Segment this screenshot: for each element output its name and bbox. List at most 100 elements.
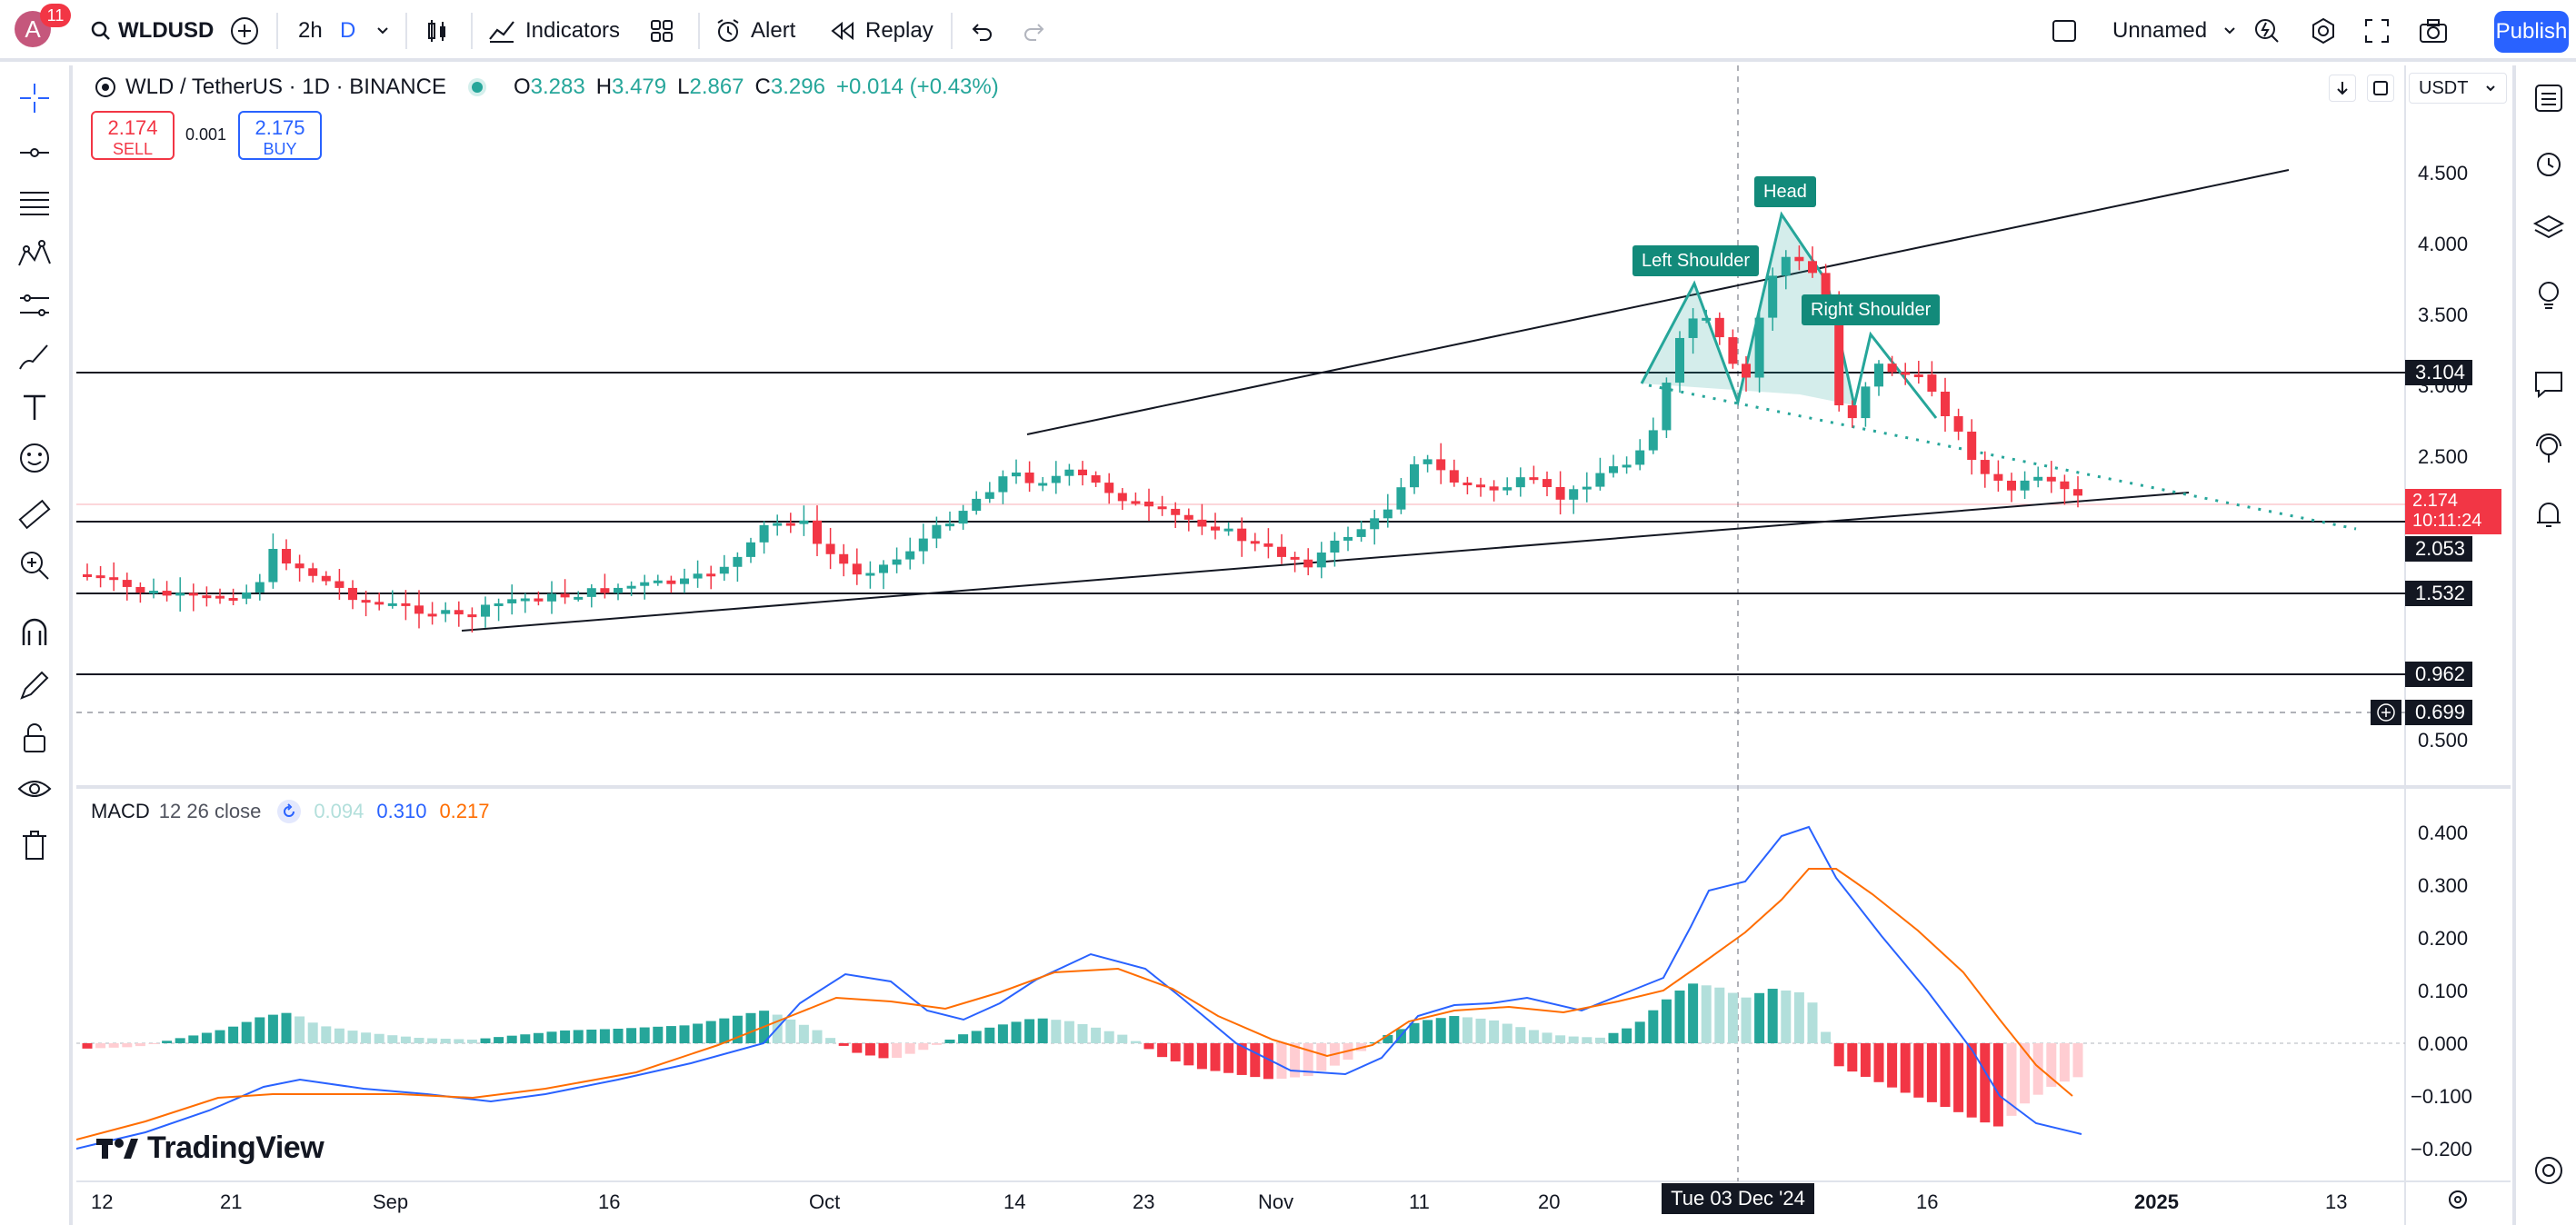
candle-body [149, 591, 158, 594]
undo-button[interactable] [969, 0, 994, 62]
help-button[interactable] [2527, 1149, 2571, 1192]
bell-icon [2537, 503, 2561, 527]
macd-histogram-bar [427, 1038, 438, 1043]
publish-label: Publish [2495, 19, 2568, 44]
head-label[interactable]: Head [1754, 176, 1816, 207]
alerts-panel-button[interactable] [2527, 142, 2571, 185]
interval-dropdown[interactable] [374, 0, 391, 62]
layers-icon [2532, 214, 2565, 239]
hs-pattern-line[interactable] [1640, 211, 1938, 419]
macd-histogram-bar [984, 1027, 995, 1043]
crosshair-tool[interactable] [13, 76, 56, 120]
snapshot-button[interactable] [2418, 0, 2449, 62]
macd-histogram-bar [148, 1043, 159, 1044]
symbol-title[interactable]: WLD / TetherUS · 1D · BINANCE [125, 75, 446, 99]
interval-d-button[interactable]: D [340, 0, 355, 62]
settings-button[interactable] [2309, 0, 2338, 62]
publish-button[interactable]: Publish [2494, 11, 2569, 53]
icon-tool[interactable] [13, 436, 56, 480]
right-shoulder-label[interactable]: Right Shoulder [1802, 294, 1941, 325]
alert-button[interactable]: Alert [714, 0, 795, 62]
macd-histogram-bar [1196, 1043, 1207, 1070]
level-price-tag[interactable]: 2.053 [2405, 536, 2472, 562]
candle-body [2060, 481, 2070, 490]
notifications-button[interactable] [2527, 493, 2571, 536]
time-axis-label: 21 [220, 1190, 243, 1213]
level-price-tag[interactable]: 0.962 [2405, 662, 2472, 687]
candle-body [1913, 374, 1923, 378]
candle-body [865, 573, 875, 576]
left-shoulder-label[interactable]: Left Shoulder [1632, 245, 1759, 276]
remove-drawings-tool[interactable] [13, 823, 56, 867]
expand-icon [2373, 81, 2388, 95]
measure-tool[interactable] [13, 493, 56, 536]
time-axis-settings-button[interactable] [2445, 1187, 2471, 1212]
symbol-search[interactable]: WLDUSD [89, 0, 214, 62]
macd-histogram-bar [918, 1043, 929, 1051]
macd-histogram-bar [122, 1043, 133, 1048]
candle-body [95, 575, 105, 579]
candle-body [348, 587, 357, 601]
chart-type-button[interactable] [424, 0, 451, 62]
zoom-tool[interactable] [13, 543, 56, 587]
drawing-toolbar [0, 65, 73, 1225]
layout-selector[interactable]: Unnamed [2051, 0, 2238, 62]
stay-drawing-tool[interactable] [13, 663, 56, 707]
time-axis-label: 16 [1916, 1190, 1939, 1213]
time-axis[interactable]: 12 21 Sep 16 Oct 14 23 Nov 11 20 16 2025… [76, 1183, 2405, 1225]
redo-button[interactable] [1022, 0, 1047, 62]
indicators-button[interactable]: Indicators [487, 0, 620, 62]
candle-body [1423, 459, 1433, 464]
fib-tool[interactable] [13, 182, 56, 225]
chats-button[interactable] [2527, 362, 2571, 405]
macd-histogram-bar [719, 1018, 730, 1043]
sell-button[interactable]: 2.174 SELL [91, 111, 175, 160]
templates-button[interactable] [649, 0, 674, 62]
macd-histogram-bar [931, 1043, 942, 1045]
candle-body [1993, 473, 2003, 481]
candle-body [387, 603, 397, 606]
object-tree-button[interactable] [2527, 207, 2571, 251]
macd-histogram-bar [1130, 1041, 1141, 1043]
macd-histogram-bar [798, 1024, 809, 1043]
brush-tool[interactable] [13, 334, 56, 378]
pencil-lock-icon [20, 671, 49, 700]
candle-body [813, 520, 822, 544]
macd-histogram-bar [1502, 1023, 1513, 1043]
ideas-button[interactable] [2527, 273, 2571, 316]
lock-drawings-tool[interactable] [13, 716, 56, 760]
macd-name[interactable]: MACD [91, 800, 150, 822]
square-icon [2052, 20, 2076, 42]
watchlist-button[interactable] [2527, 76, 2571, 120]
chart-settings-button[interactable] [2367, 75, 2394, 102]
fullscreen-button[interactable] [2363, 0, 2391, 62]
macd-histogram-bar [1290, 1043, 1301, 1078]
candle-body [1370, 518, 1380, 530]
pattern-tool[interactable] [13, 233, 56, 276]
hide-drawings-tool[interactable] [13, 767, 56, 811]
divider [951, 13, 953, 49]
scroll-to-bottom-button[interactable] [2329, 75, 2356, 102]
neckline-dotted[interactable] [1648, 383, 2357, 531]
quick-search-button[interactable] [2252, 0, 2281, 62]
signals-button[interactable] [2527, 427, 2571, 471]
macd-histogram-bar [1793, 991, 1804, 1043]
trend-line-tool[interactable] [13, 131, 56, 174]
compare-button[interactable] [229, 0, 260, 62]
chart-area[interactable] [76, 65, 2512, 1225]
macd-refresh-icon[interactable] [277, 800, 302, 823]
projection-tool[interactable] [13, 284, 56, 327]
replay-button[interactable]: Replay [829, 0, 934, 62]
macd-axis-label: −0.200 [2411, 1138, 2472, 1160]
magnet-tool[interactable] [13, 611, 56, 654]
interval-2h-button[interactable]: 2h [298, 0, 323, 62]
currency-selector[interactable]: USDT [2409, 73, 2507, 104]
upper-trend-line[interactable] [1026, 169, 2290, 435]
buy-button[interactable]: 2.175 BUY [238, 111, 322, 160]
ohlc-l-value: 2.867 [689, 75, 744, 99]
add-alert-button[interactable] [2371, 700, 2401, 725]
tradingview-watermark[interactable]: TradingView [96, 1130, 324, 1166]
level-price-tag[interactable]: 1.532 [2405, 581, 2472, 606]
level-price-tag[interactable]: 3.104 [2405, 360, 2472, 385]
text-tool[interactable] [13, 385, 56, 429]
